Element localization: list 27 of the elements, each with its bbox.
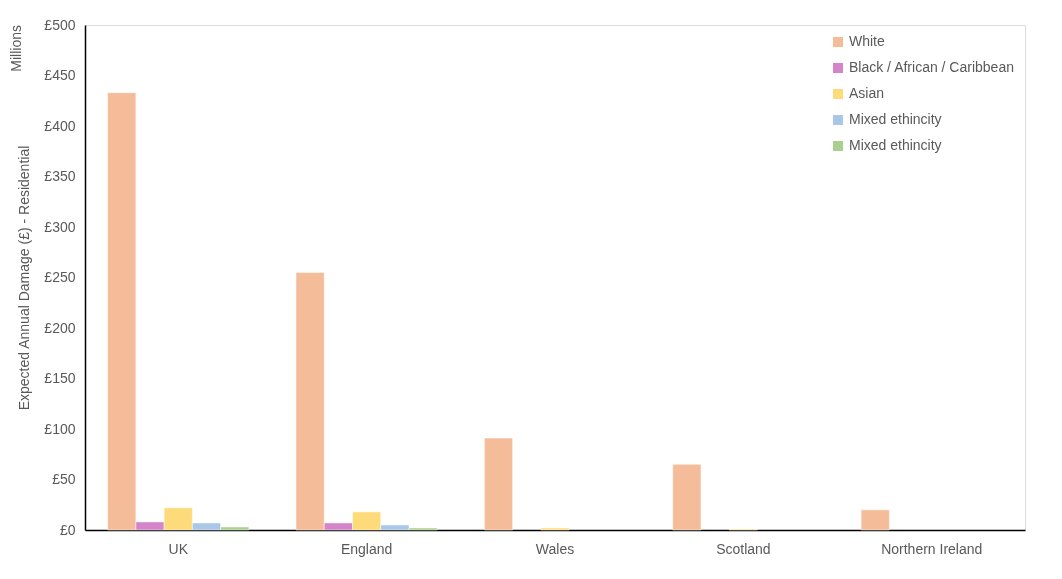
bar [484,437,513,531]
x-tick-label: Wales [535,540,575,557]
y-tick-label: £0 [59,521,76,538]
y-tick-label: £50 [52,471,76,487]
x-tick-label: England [340,540,393,557]
y-tick-label: £450 [44,67,76,83]
x-tick-label: Scotland [716,540,771,557]
y-tick-label: £400 [44,117,76,134]
legend-label: Black / African / Caribbean [849,59,1014,75]
y-axis-title: Expected Annual Damage (£) - Residential [16,145,33,411]
legend-label: Mixed ethincity [849,137,942,153]
x-tick-label: UK [168,540,189,557]
y-tick-label: £300 [44,218,76,235]
text: Millions [8,25,24,72]
y-tick-label: £250 [44,269,76,285]
bar [540,527,570,531]
bar [672,464,702,531]
x-tick-label: Northern Ireland [881,540,983,557]
legend-label: White [849,33,885,49]
bar [860,509,890,531]
y-tick-label: £100 [44,420,76,437]
legend-label: Asian [849,85,885,101]
legend-label: Mixed ethincity [849,111,942,127]
y-tick-label: £500 [44,16,76,33]
y-tick-label: £350 [44,168,76,184]
y-tick-label: £150 [44,370,76,386]
y-tick-label: £200 [44,319,76,336]
